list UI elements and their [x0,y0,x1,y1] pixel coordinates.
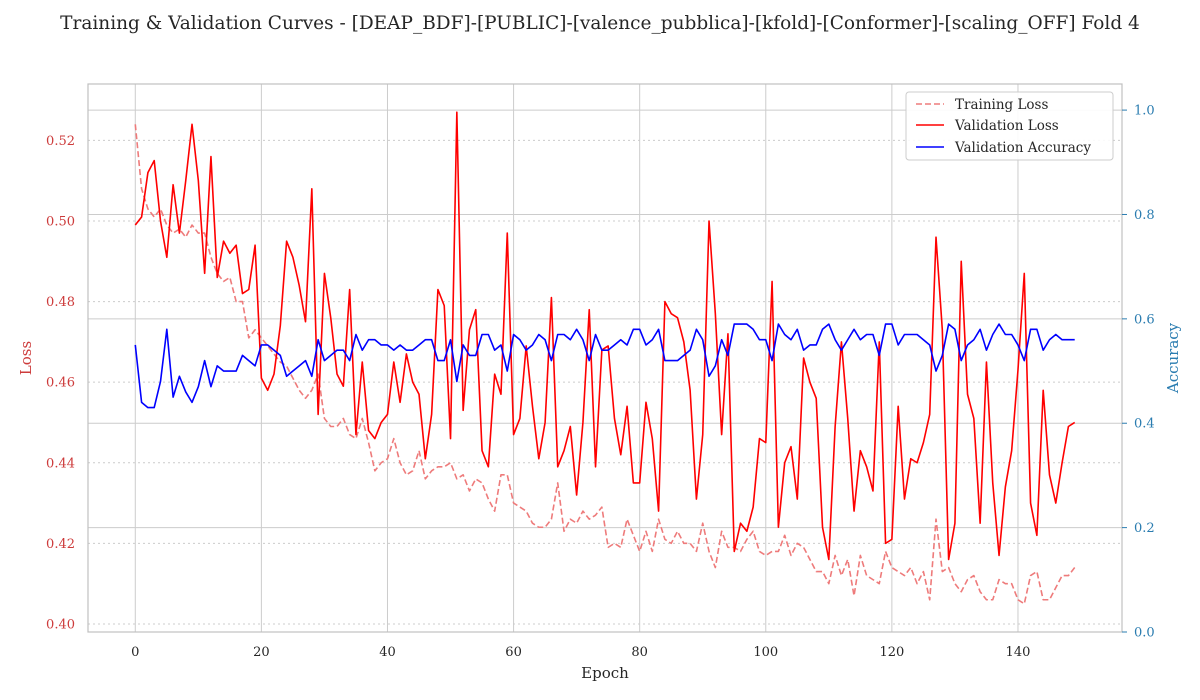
series-line-validation-accuracy [134,323,1075,409]
legend-label-validation-loss: Validation Loss [954,118,1059,134]
x-tick-label: 0 [131,645,139,660]
y-left-tick-label: 0.46 [46,376,75,391]
y-axis-left-ticks: 0.40 0.42 0.44 0.46 0.48 0.50 0.52 [46,134,75,633]
series-layer [134,111,1076,605]
y-right-tick-label: 0.4 [1134,417,1155,432]
legend-label-validation-accuracy: Validation Accuracy [954,140,1091,156]
x-tick-label: 80 [631,645,648,660]
legend-entry-training-loss: Training Loss [916,97,1048,113]
y-left-tick-label: 0.50 [46,215,75,230]
y-left-tick-label: 0.52 [46,134,75,149]
legend: Training Loss Validation Loss Validation… [905,91,1114,161]
y-left-tick-label: 0.48 [46,295,75,310]
y-right-tick-label: 0.8 [1134,208,1155,223]
y-right-tick-label: 1.0 [1134,104,1155,119]
x-axis-label: Epoch [581,664,629,682]
y-left-tick-label: 0.44 [46,456,75,471]
grid-layer [88,84,1122,633]
series-line-training-loss [134,124,1076,605]
y-axis-right-label: Accuracy [1164,322,1182,394]
y-axis-right-ticks: 0.0 0.2 0.4 0.6 0.8 1.0 [1122,104,1155,641]
chart-title: Training & Validation Curves - [DEAP_BDF… [60,13,1140,34]
y-left-tick-label: 0.42 [46,537,75,552]
x-tick-label: 60 [505,645,522,660]
y-axis-left-label: Loss [17,341,35,375]
legend-entry-validation-loss: Validation Loss [916,118,1059,134]
legend-box [905,91,1114,161]
legend-label-training-loss: Training Loss [955,97,1048,113]
x-tick-label: 20 [253,645,270,660]
plot-frame [87,83,1123,633]
x-tick-label: 120 [879,645,904,660]
series-line-validation-loss [134,111,1076,561]
x-tick-label: 140 [1006,645,1031,660]
y-right-tick-label: 0.6 [1134,312,1155,327]
x-axis-ticks: 0 20 40 60 80 100 120 140 [131,645,1030,660]
y-left-tick-label: 0.40 [46,617,75,632]
x-tick-label: 40 [379,645,396,660]
legend-entry-validation-accuracy: Validation Accuracy [916,140,1091,156]
y-right-tick-label: 0.0 [1134,626,1155,641]
x-tick-label: 100 [753,645,778,660]
y-right-tick-label: 0.2 [1134,521,1155,536]
